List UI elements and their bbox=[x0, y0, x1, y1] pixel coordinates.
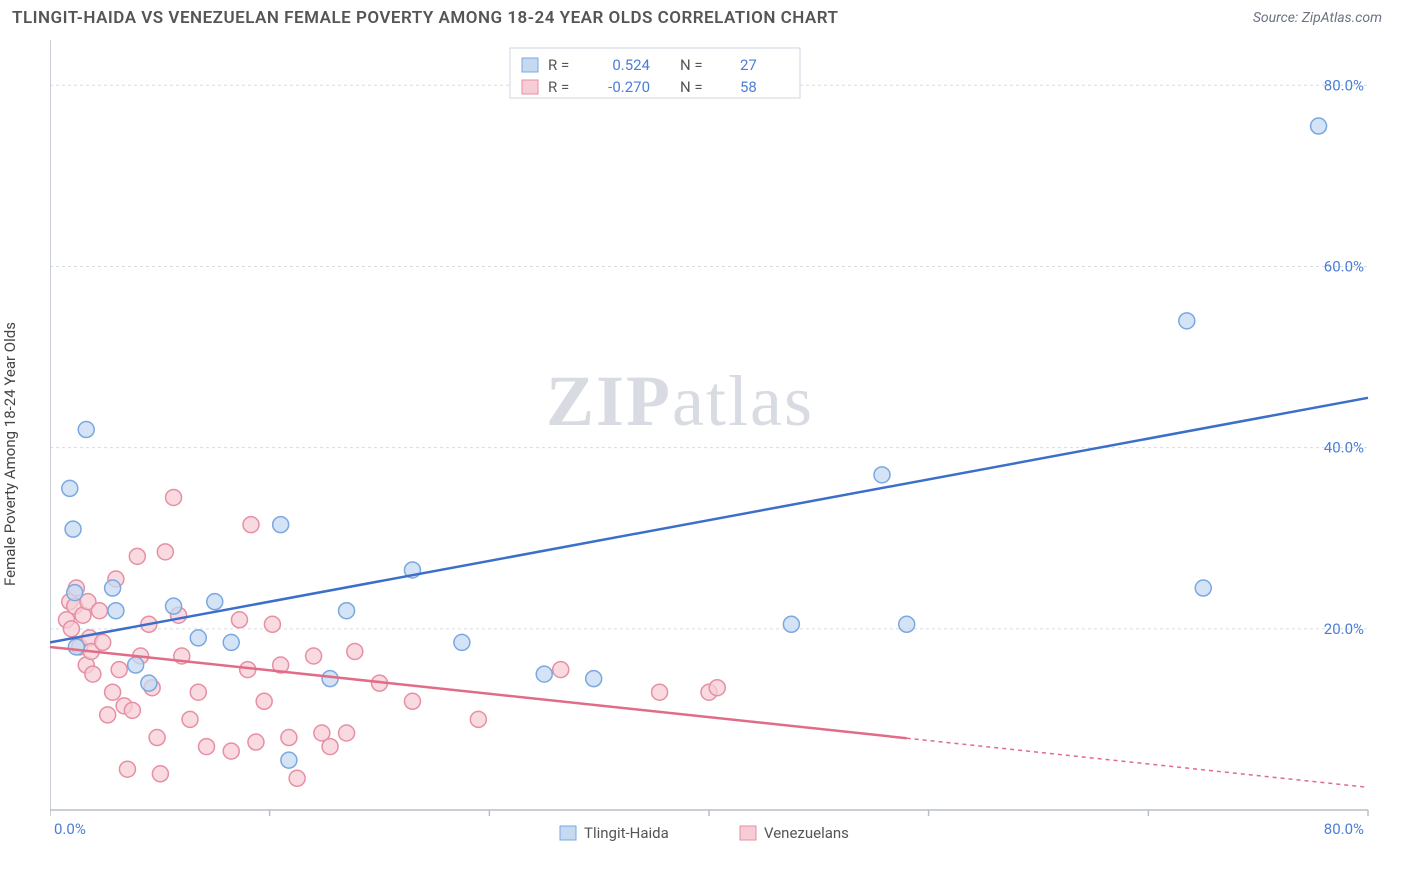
y-tick-label: 60.0% bbox=[1324, 257, 1364, 275]
scatter-point bbox=[223, 743, 239, 759]
scatter-point bbox=[62, 480, 78, 496]
y-tick-label: 80.0% bbox=[1324, 76, 1364, 94]
y-tick-label: 20.0% bbox=[1324, 620, 1364, 638]
scatter-point bbox=[322, 739, 338, 755]
scatter-point bbox=[152, 766, 168, 782]
scatter-point bbox=[281, 752, 297, 768]
scatter-point bbox=[199, 739, 215, 755]
scatter-point bbox=[1311, 118, 1327, 134]
scatter-point bbox=[68, 639, 84, 655]
legend-r-label: R = bbox=[548, 78, 569, 96]
scatter-point bbox=[243, 517, 259, 533]
scatter-point bbox=[78, 422, 94, 438]
plot-wrapper: ZIPatlas 20.0% 40.0% 60.0% 80.0% 0.0% 80.0% R =… bbox=[50, 40, 1382, 850]
legend-swatch bbox=[740, 826, 756, 840]
scatter-point bbox=[586, 671, 602, 687]
scatter-point bbox=[1179, 313, 1195, 329]
legend-n-value: 27 bbox=[740, 56, 757, 74]
y-tick-label: 40.0% bbox=[1324, 439, 1364, 457]
scatter-point bbox=[899, 616, 915, 632]
scatter-point bbox=[322, 671, 338, 687]
scatter-point bbox=[281, 730, 297, 746]
scatter-point bbox=[105, 684, 121, 700]
watermark: ZIPatlas bbox=[546, 361, 814, 441]
legend-n-label: N = bbox=[680, 56, 703, 74]
legend-swatch bbox=[522, 80, 538, 94]
scatter-point bbox=[85, 666, 101, 682]
scatter-point bbox=[67, 585, 83, 601]
scatter-point bbox=[256, 693, 272, 709]
scatter-point bbox=[273, 517, 289, 533]
source-text: Source: ZipAtlas.com bbox=[1253, 10, 1382, 26]
scatter-point bbox=[190, 684, 206, 700]
scatter-point bbox=[652, 684, 668, 700]
scatter-point bbox=[231, 612, 247, 628]
scatter-point bbox=[91, 603, 107, 619]
scatter-point bbox=[783, 616, 799, 632]
scatter-point bbox=[63, 621, 79, 637]
scatter-point bbox=[65, 521, 81, 537]
scatter-point bbox=[536, 666, 552, 682]
scatter-point bbox=[264, 616, 280, 632]
legend-r-label: R = bbox=[548, 56, 569, 74]
scatter-point bbox=[339, 725, 355, 741]
scatter-point bbox=[339, 603, 355, 619]
scatter-point bbox=[709, 680, 725, 696]
legend-n-value: 58 bbox=[740, 78, 757, 96]
scatter-point bbox=[404, 693, 420, 709]
scatter-point bbox=[190, 630, 206, 646]
scatter-point bbox=[128, 657, 144, 673]
x-tick-label: 0.0% bbox=[54, 820, 86, 838]
scatter-point bbox=[223, 634, 239, 650]
scatter-point bbox=[470, 711, 486, 727]
trend-line-dashed bbox=[907, 738, 1368, 787]
scatter-point bbox=[141, 675, 157, 691]
legend-swatch bbox=[522, 58, 538, 72]
scatter-point bbox=[129, 548, 145, 564]
legend-series-label: Tlingit-Haida bbox=[584, 824, 669, 842]
scatter-point bbox=[105, 580, 121, 596]
scatter-point bbox=[149, 730, 165, 746]
legend-swatch bbox=[560, 826, 576, 840]
chart-title: TLINGIT-HAIDA VS VENEZUELAN FEMALE POVER… bbox=[12, 8, 839, 28]
scatter-point bbox=[1195, 580, 1211, 596]
header: TLINGIT-HAIDA VS VENEZUELAN FEMALE POVER… bbox=[0, 0, 1406, 32]
legend-r-value: -0.270 bbox=[608, 78, 650, 96]
scatter-point bbox=[207, 594, 223, 610]
scatter-point bbox=[248, 734, 264, 750]
scatter-point bbox=[553, 662, 569, 678]
scatter-chart: ZIPatlas 20.0% 40.0% 60.0% 80.0% 0.0% 80.0% R =… bbox=[50, 40, 1370, 850]
scatter-point bbox=[166, 489, 182, 505]
scatter-point bbox=[124, 702, 140, 718]
scatter-point bbox=[119, 761, 135, 777]
scatter-point bbox=[347, 643, 363, 659]
scatter-point bbox=[874, 467, 890, 483]
scatter-point bbox=[108, 603, 124, 619]
scatter-point bbox=[95, 634, 111, 650]
scatter-point bbox=[157, 544, 173, 560]
scatter-point bbox=[289, 770, 305, 786]
scatter-point bbox=[100, 707, 116, 723]
y-axis-label: Female Poverty Among 18-24 Year Olds bbox=[1, 322, 19, 586]
scatter-point bbox=[306, 648, 322, 664]
scatter-point bbox=[166, 598, 182, 614]
scatter-point bbox=[454, 634, 470, 650]
legend-n-label: N = bbox=[680, 78, 703, 96]
scatter-point bbox=[182, 711, 198, 727]
legend-series-label: Venezuelans bbox=[764, 824, 849, 842]
legend-r-value: 0.524 bbox=[612, 56, 650, 74]
x-tick-label: 80.0% bbox=[1324, 820, 1364, 838]
chart-container: Female Poverty Among 18-24 Year Olds ZIP… bbox=[12, 40, 1382, 850]
scatter-point bbox=[111, 662, 127, 678]
